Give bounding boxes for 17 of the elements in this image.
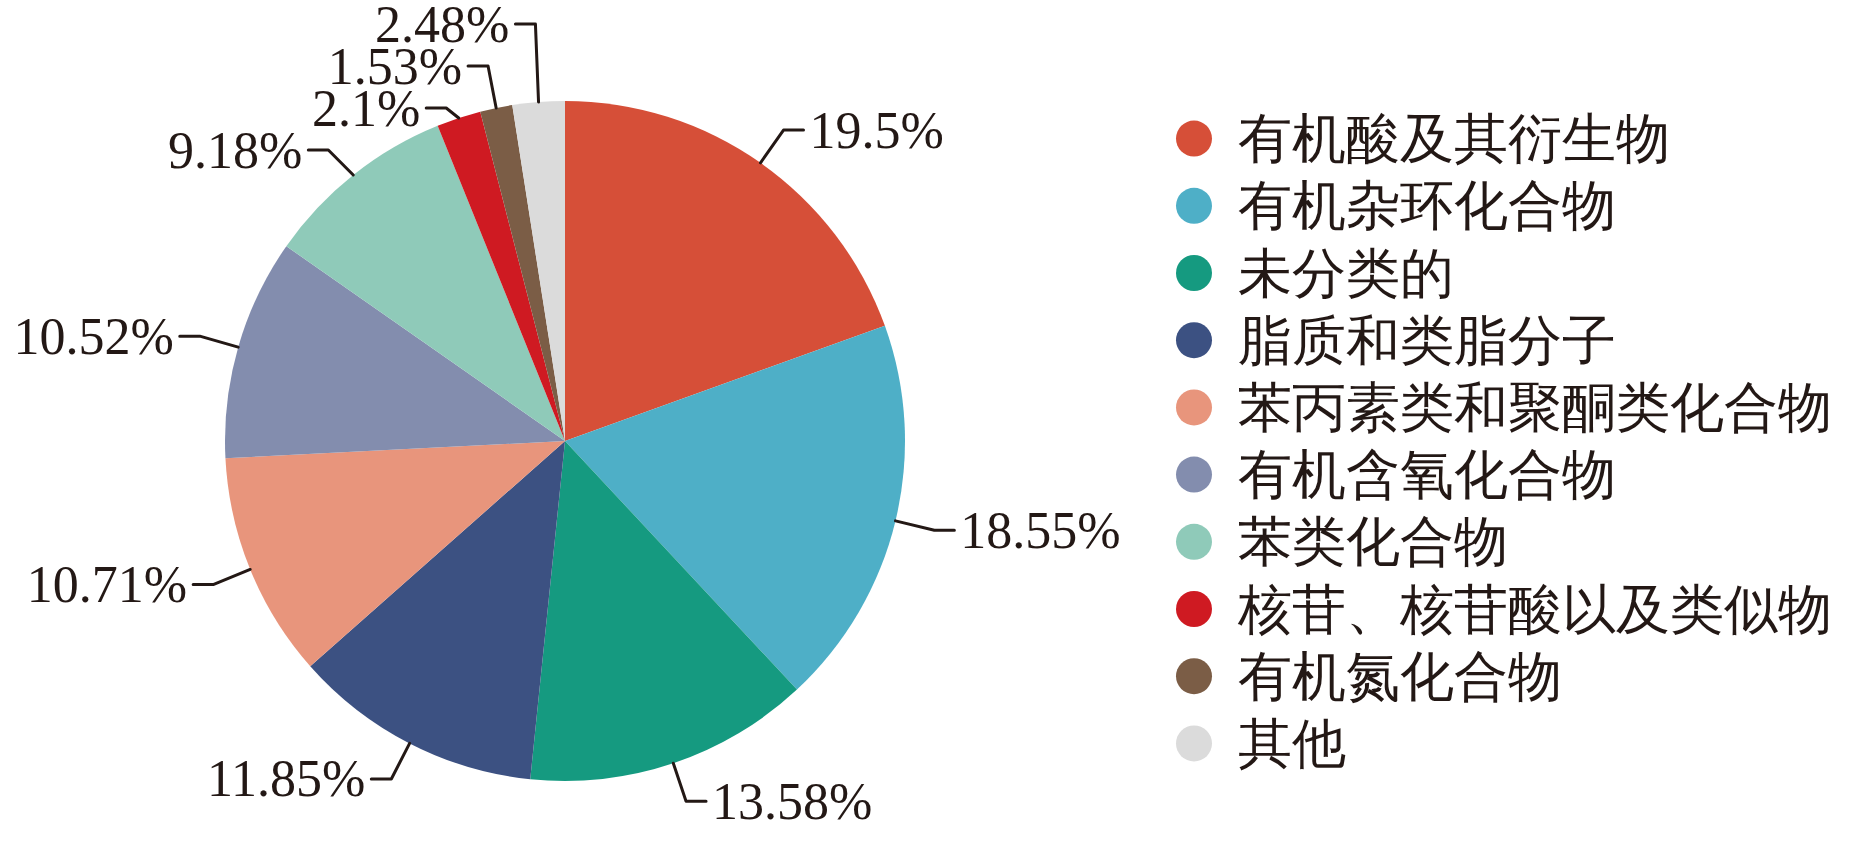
legend-label: 有机氮化合物 [1238,644,1562,708]
legend-label: 有机酸及其衍生物 [1238,107,1670,171]
legend-label: 苯丙素类和聚酮类化合物 [1238,375,1832,439]
legend-label: 核苷、核苷酸以及类似物 [1237,577,1832,641]
legend-label: 脂质和类脂分子 [1238,308,1616,372]
legend-label: 有机含氧化合物 [1238,443,1616,507]
legend-label: 有机杂环化合物 [1238,174,1616,238]
legend-label: 未分类的 [1238,241,1454,305]
data-label: 10.71% [26,556,188,614]
data-label: 11.85% [206,750,366,808]
legend-label: 苯类化合物 [1238,510,1508,574]
data-label: 18.55% [960,501,1121,559]
data-label: 19.5% [809,101,944,159]
data-label: 13.58% [712,772,873,830]
legend-label: 其他 [1238,711,1346,775]
data-label: 10.52% [13,307,174,365]
data-label: 9.18% [168,121,303,179]
